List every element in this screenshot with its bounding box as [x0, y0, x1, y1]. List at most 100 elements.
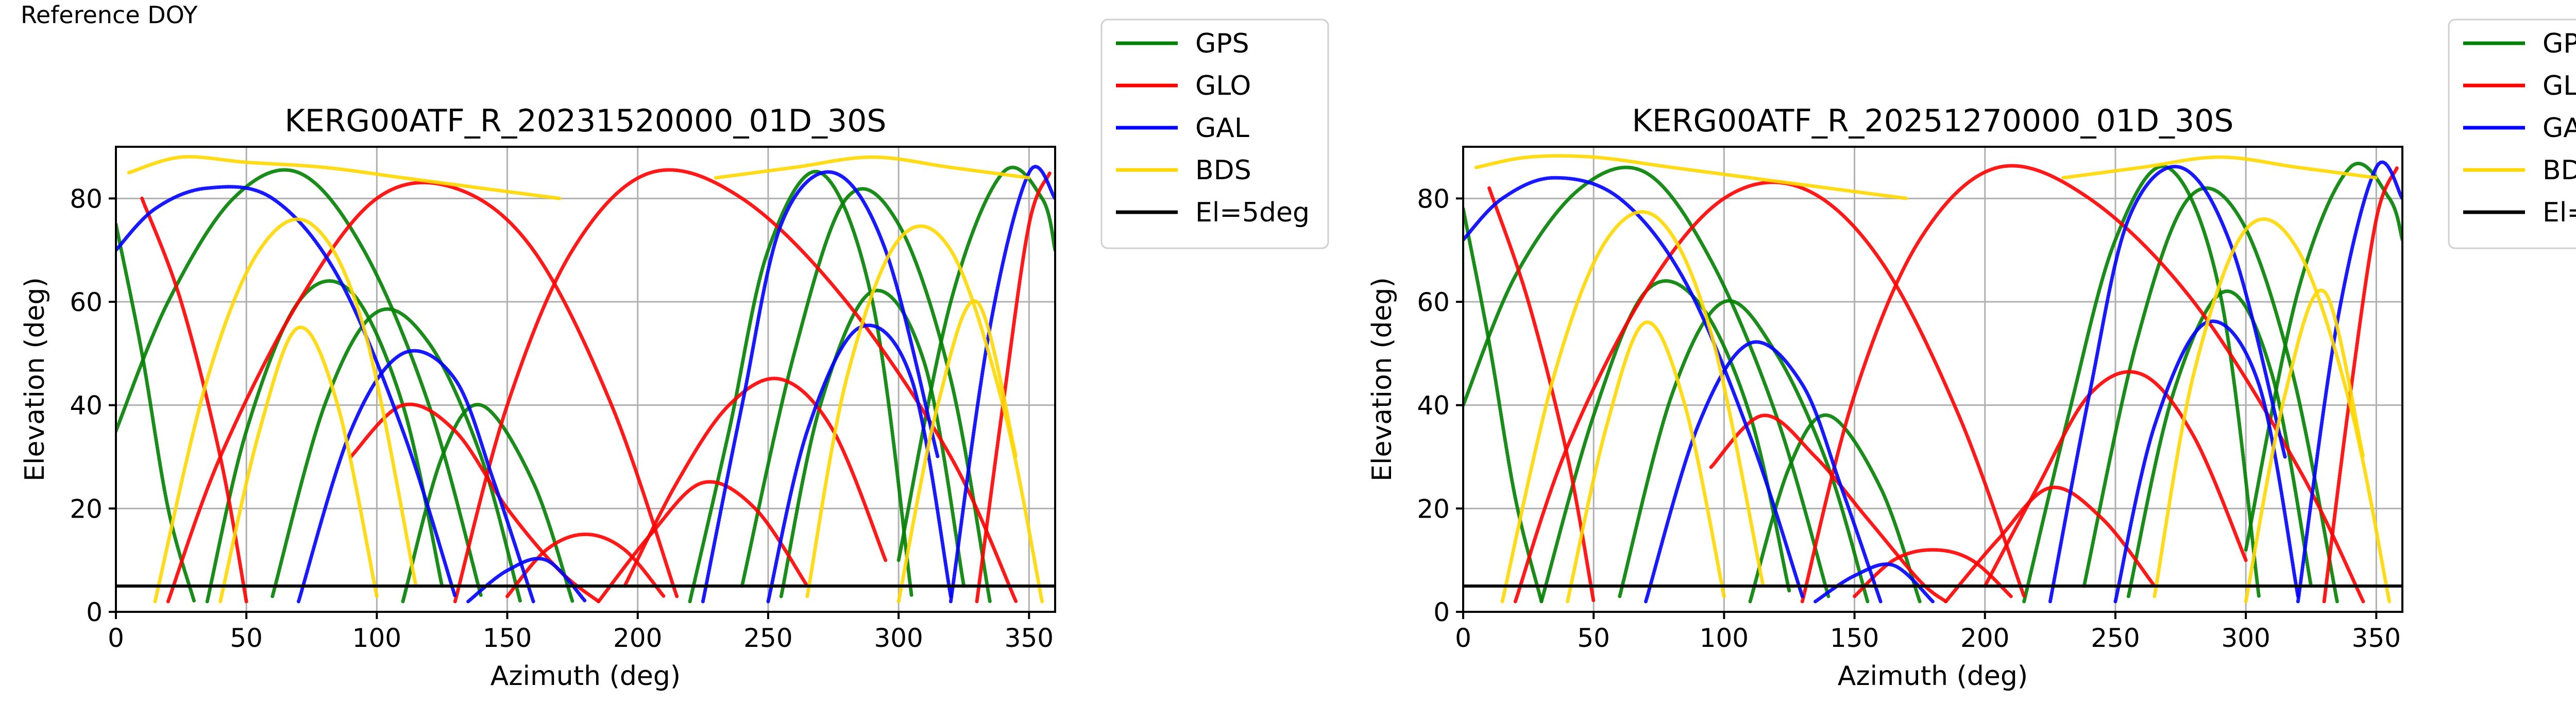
series-gps-pass-9	[1748, 413, 1922, 604]
series-bds-pass-3	[1566, 320, 1726, 604]
series-glo-pass-1	[1513, 180, 2026, 604]
x-tick-label: 300	[2221, 623, 2270, 653]
legend-label: BDS	[1195, 155, 1251, 186]
y-tick-label: 20	[70, 494, 103, 524]
series-gal-pass-3	[701, 170, 940, 604]
legend-frame	[1100, 19, 1329, 249]
series-gal-pass-5	[2296, 160, 2402, 604]
series-gps-pass-4	[688, 169, 913, 604]
plot-area	[1463, 154, 2402, 604]
y-tick-label: 20	[1417, 494, 1450, 524]
legend-label: GAL	[2543, 113, 2576, 144]
series-glo-pass-7	[140, 196, 248, 604]
series-glo-pass-1	[166, 181, 679, 604]
series-gps-pass-3	[270, 307, 522, 604]
series-gps-pass-7	[896, 165, 1055, 562]
series-glo-pass-4	[1709, 414, 1948, 604]
series-glo-pass-3	[505, 532, 666, 598]
series-glo-pass-5	[1944, 485, 2157, 604]
x-tick-label: 100	[1700, 623, 1749, 653]
series-gps-pass-8	[1463, 207, 1544, 604]
x-tick-label: 350	[2352, 623, 2401, 653]
series-gps-pass-4	[2022, 164, 2261, 604]
x-tick-label: 200	[613, 623, 662, 653]
x-tick-label: 50	[230, 623, 263, 653]
series-bds-pass-3	[218, 325, 379, 604]
series-glo-pass-2	[1800, 164, 2365, 604]
chart-title: KERG00ATF_R_20231520000_01D_30S	[285, 103, 887, 139]
legend-label: BDS	[2543, 155, 2576, 186]
x-tick-label: 0	[108, 623, 124, 653]
series-gal-pass-3	[2048, 165, 2287, 604]
legend-label: El=5deg	[1195, 197, 1310, 228]
series-bds-pass-2	[153, 217, 418, 604]
legend: GPS GLO GAL BDS El=5deg	[2448, 19, 2576, 249]
legend-label: GLO	[1195, 71, 1251, 101]
x-tick-label: 50	[1577, 623, 1610, 653]
series-bds-pass-2	[1500, 210, 1765, 604]
series-gal-pass-2	[1644, 340, 1883, 604]
series-bds-pass-1	[1474, 154, 1909, 200]
series-bds-pass-1	[127, 155, 562, 200]
series-gps-pass-1	[1463, 165, 1831, 598]
legend-label: GLO	[2543, 71, 2576, 101]
series-gps-pass-2	[205, 279, 444, 604]
series-gal-pass-1	[1463, 176, 1804, 598]
x-tick-label: 250	[2091, 623, 2140, 653]
plot-area	[116, 155, 1055, 604]
x-tick-label: 250	[743, 623, 792, 653]
y-axis-label: Elevation (deg)	[20, 277, 50, 482]
series-gps-pass-2	[1539, 279, 1791, 604]
y-tick-label: 40	[70, 391, 103, 421]
legend-label: El=5deg	[2543, 197, 2576, 228]
series-bds-pass-4	[714, 155, 1031, 180]
legend-frame	[2448, 19, 2576, 249]
series-gps-pass-9	[401, 403, 574, 604]
series-bds-pass-6	[2244, 288, 2365, 604]
axes-frame	[115, 146, 1056, 613]
series-glo-pass-3	[1853, 548, 2013, 598]
series-gps-pass-5	[2082, 186, 2339, 604]
series-gps-pass-7	[2244, 162, 2402, 552]
series-glo-pass-5	[597, 480, 809, 604]
y-tick-label: 0	[86, 597, 103, 627]
x-tick-label: 300	[874, 623, 923, 653]
series-glo-pass-7	[1487, 186, 1596, 604]
y-tick-label: 80	[70, 184, 103, 214]
legend-label: GPS	[2543, 28, 2576, 59]
x-axis-label: Azimuth (deg)	[490, 661, 681, 692]
y-tick-label: 0	[1433, 597, 1450, 627]
series-gps-pass-5	[740, 187, 992, 604]
legend-label: GPS	[1195, 28, 1249, 59]
y-tick-label: 60	[70, 287, 103, 317]
x-axis-label: Azimuth (deg)	[1838, 661, 2028, 692]
series-gps-pass-8	[116, 222, 196, 604]
series-gal-pass-1	[116, 185, 457, 598]
x-tick-label: 350	[1005, 623, 1054, 653]
series-gps-pass-6	[2126, 289, 2313, 598]
y-tick-label: 40	[1417, 391, 1450, 421]
legend-label: GAL	[1195, 113, 1249, 144]
x-tick-label: 150	[1830, 623, 1879, 653]
legend: GPS GLO GAL BDS El=5deg	[1100, 19, 1329, 249]
y-axis-label: Elevation (deg)	[1367, 277, 1398, 482]
series-bds-pass-6	[896, 299, 1018, 604]
x-tick-label: 150	[483, 623, 532, 653]
series-glo-pass-6	[1983, 370, 2248, 588]
x-tick-label: 0	[1455, 623, 1471, 653]
series-gps-pass-3	[1618, 299, 1870, 604]
series-gal-pass-5	[948, 165, 1055, 604]
chart-1: 0 50 100 150 200 250 300 350 0 20 40 60 80 KERG00ATF_…	[20, 19, 1329, 692]
figure-corner-label: Reference DOY	[21, 1, 198, 29]
series-glo-pass-2	[453, 168, 1018, 604]
series-glo-pass-8	[975, 170, 1052, 604]
series-glo-pass-8	[2322, 165, 2399, 604]
chart-title: KERG00ATF_R_20251270000_01D_30S	[1632, 103, 2234, 139]
y-tick-label: 80	[1417, 184, 1450, 214]
series-gps-pass-1	[116, 168, 483, 598]
series-gal-pass-2	[297, 349, 535, 604]
chart-2: 0 50 100 150 200 250 300 350 0 20 40 60 80 KERG00ATF_…	[1367, 19, 2576, 692]
y-tick-label: 60	[1417, 287, 1450, 317]
series-glo-pass-6	[623, 376, 888, 588]
